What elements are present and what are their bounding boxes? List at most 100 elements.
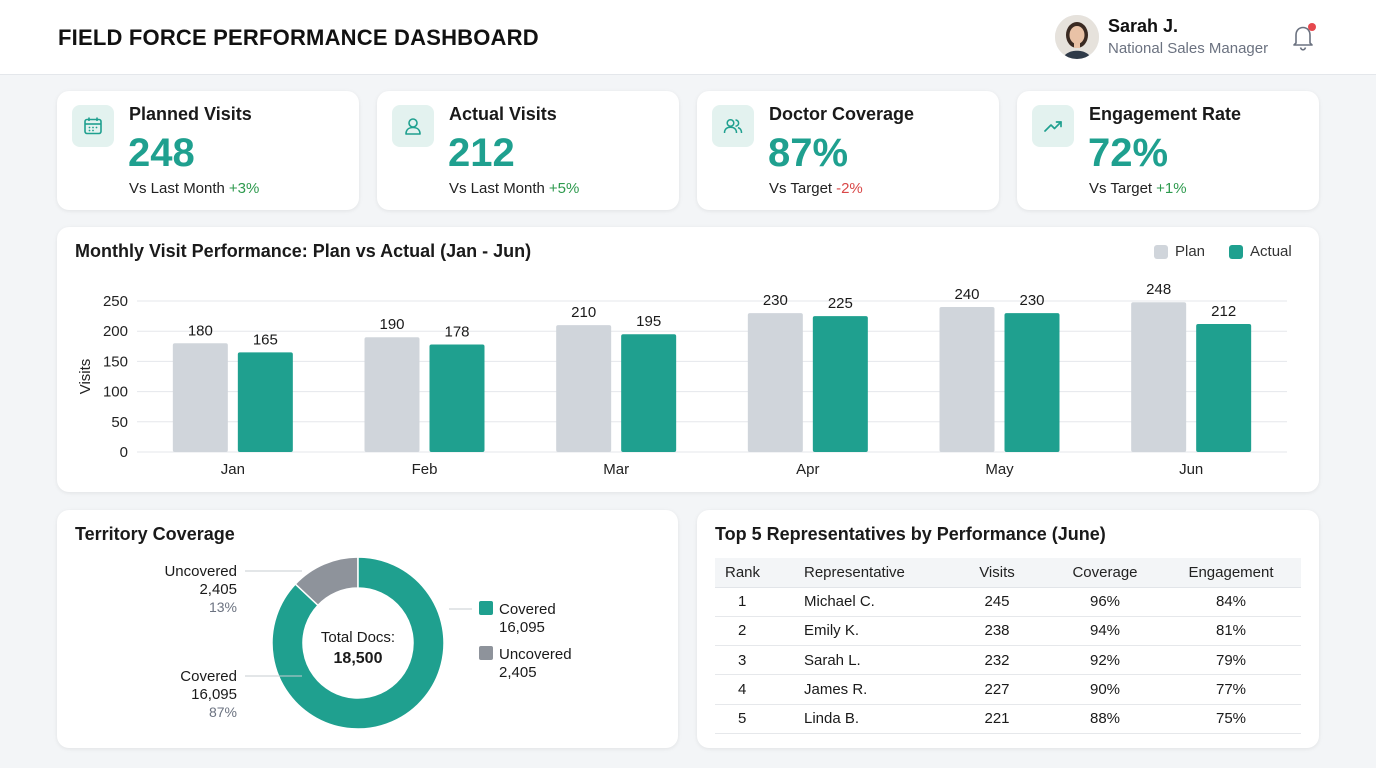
column-header-engagement[interactable]: Engagement bbox=[1161, 558, 1301, 588]
cell-representative: Linda B. bbox=[795, 704, 945, 734]
cell-visits: 227 bbox=[945, 674, 1049, 705]
cell-representative: Emily K. bbox=[795, 616, 945, 647]
bar-plan-mar[interactable] bbox=[556, 325, 612, 452]
kpi-card-actual-visits: Actual Visits 212 Vs Last Month +5% bbox=[377, 91, 679, 210]
table-row[interactable]: 4 James R. 227 90% 77% bbox=[715, 674, 1301, 705]
kpi-value: 248 bbox=[128, 131, 195, 175]
legend-label-plan: Plan bbox=[1175, 243, 1206, 260]
user-role: National Sales Manager bbox=[1108, 40, 1269, 57]
bar-plan-jan[interactable] bbox=[172, 343, 228, 452]
legend-value: 2,405 bbox=[499, 664, 537, 681]
cell-coverage: 88% bbox=[1049, 704, 1161, 734]
data-label: 240 bbox=[954, 286, 979, 303]
trending-up-icon bbox=[1044, 121, 1062, 132]
top-representatives-card: Top 5 Representatives by Performance (Ju… bbox=[697, 510, 1319, 748]
top-bar: FIELD FORCE PERFORMANCE DASHBOARD Sarah … bbox=[0, 0, 1376, 75]
y-tick-label: 200 bbox=[103, 323, 128, 340]
table-row[interactable]: 5 Linda B. 221 88% 75% bbox=[715, 704, 1301, 734]
table-row[interactable]: 3 Sarah L. 232 92% 79% bbox=[715, 645, 1301, 676]
y-tick-label: 50 bbox=[111, 414, 128, 431]
data-label: 180 bbox=[188, 322, 213, 339]
callout-name: Uncovered bbox=[164, 563, 237, 580]
callout-name: Covered bbox=[180, 668, 237, 685]
column-header-representative[interactable]: Representative bbox=[795, 558, 945, 588]
x-tick-label: Mar bbox=[603, 461, 629, 478]
kpi-delta: +3% bbox=[228, 180, 260, 197]
column-header-coverage[interactable]: Coverage bbox=[1049, 558, 1161, 588]
bar-actual-jan[interactable] bbox=[237, 352, 293, 452]
data-label: 165 bbox=[253, 331, 278, 348]
user-name: Sarah J. bbox=[1108, 16, 1179, 36]
bar-plan-apr[interactable] bbox=[747, 313, 803, 452]
bar-plan-feb[interactable] bbox=[364, 337, 420, 452]
table-row[interactable]: 2 Emily K. 238 94% 81% bbox=[715, 616, 1301, 647]
legend-swatch-plan bbox=[1154, 244, 1168, 259]
kpi-value: 87% bbox=[768, 131, 849, 175]
page-title: FIELD FORCE PERFORMANCE DASHBOARD bbox=[58, 25, 539, 50]
cell-coverage: 92% bbox=[1049, 645, 1161, 676]
data-label: 230 bbox=[763, 292, 788, 309]
kpi-comparison: Vs Target bbox=[1089, 180, 1153, 197]
data-label: 212 bbox=[1211, 303, 1236, 320]
bar-actual-mar[interactable] bbox=[621, 334, 677, 452]
kpi-card-planned-visits: Planned Visits 248 Vs Last Month +3% bbox=[57, 91, 359, 210]
cell-representative: Sarah L. bbox=[795, 645, 945, 676]
legend-label-actual: Actual bbox=[1250, 243, 1292, 260]
kpi-delta: +1% bbox=[1156, 180, 1187, 197]
donut-center-value: 18,500 bbox=[334, 650, 383, 667]
legend-name: Covered bbox=[499, 601, 556, 618]
legend-swatch-uncovered bbox=[479, 646, 493, 660]
cell-visits: 238 bbox=[945, 616, 1049, 647]
territory-coverage-card: Territory Coverage Total Docs: 18,500 Unco… bbox=[57, 510, 678, 748]
legend-swatch-actual bbox=[1229, 244, 1244, 259]
kpi-comparison: Vs Last Month bbox=[129, 180, 225, 197]
cell-engagement: 79% bbox=[1161, 645, 1301, 676]
representatives-table: Rank Representative Visits Coverage Enga… bbox=[715, 558, 1301, 734]
cell-engagement: 81% bbox=[1161, 616, 1301, 647]
y-tick-label: 0 bbox=[120, 444, 128, 461]
donut-slice-covered[interactable] bbox=[271, 556, 445, 730]
cell-representative: James R. bbox=[795, 674, 945, 705]
kpi-delta: -2% bbox=[836, 180, 863, 197]
kpi-card-doctor-coverage: Doctor Coverage 87% Vs Target -2% bbox=[697, 91, 999, 210]
bar-chart-title: Monthly Visit Performance: Plan vs Actua… bbox=[75, 241, 532, 261]
avatar[interactable] bbox=[1055, 15, 1099, 59]
data-label: 248 bbox=[1146, 281, 1171, 298]
kpi-value: 72% bbox=[1088, 131, 1169, 175]
table-row[interactable]: 1 Michael C. 245 96% 84% bbox=[715, 587, 1301, 617]
column-header-rank[interactable]: Rank bbox=[715, 558, 795, 588]
cell-coverage: 96% bbox=[1049, 587, 1161, 617]
kpi-comparison: Vs Last Month bbox=[449, 180, 545, 197]
kpi-value: 212 bbox=[448, 131, 515, 175]
cell-rank: 4 bbox=[715, 674, 795, 705]
bar-actual-jun[interactable] bbox=[1196, 323, 1252, 452]
cell-rank: 2 bbox=[715, 616, 795, 647]
x-tick-label: Jan bbox=[221, 461, 245, 478]
bell-icon bbox=[1293, 23, 1316, 51]
column-header-visits[interactable]: Visits bbox=[945, 558, 1049, 588]
bar-plan-may[interactable] bbox=[939, 307, 995, 452]
x-tick-label: Feb bbox=[412, 461, 438, 478]
y-tick-label: 150 bbox=[103, 353, 128, 370]
cell-visits: 245 bbox=[945, 587, 1049, 617]
bar-actual-feb[interactable] bbox=[429, 344, 485, 452]
callout-value: 2,405 bbox=[199, 581, 237, 598]
users-icon bbox=[723, 118, 743, 134]
y-axis-label: Visits bbox=[77, 359, 94, 395]
bar-plan-jun[interactable] bbox=[1131, 302, 1187, 452]
notifications-button[interactable] bbox=[1290, 22, 1318, 52]
data-label: 230 bbox=[1019, 292, 1044, 309]
x-tick-label: Apr bbox=[796, 461, 819, 478]
table-title: Top 5 Representatives by Performance (Ju… bbox=[715, 524, 1106, 544]
bar-actual-apr[interactable] bbox=[812, 316, 868, 452]
bar-actual-may[interactable] bbox=[1004, 313, 1060, 452]
cell-rank: 1 bbox=[715, 587, 795, 617]
cell-rank: 3 bbox=[715, 645, 795, 676]
kpi-card-engagement-rate: Engagement Rate 72% Vs Target +1% bbox=[1017, 91, 1319, 210]
cell-engagement: 75% bbox=[1161, 704, 1301, 734]
y-tick-label: 250 bbox=[103, 293, 128, 310]
kpi-comparison: Vs Target bbox=[769, 180, 833, 197]
cell-representative: Michael C. bbox=[795, 587, 945, 617]
legend-name: Uncovered bbox=[499, 646, 572, 663]
donut-center-label: Total Docs: bbox=[321, 629, 395, 646]
